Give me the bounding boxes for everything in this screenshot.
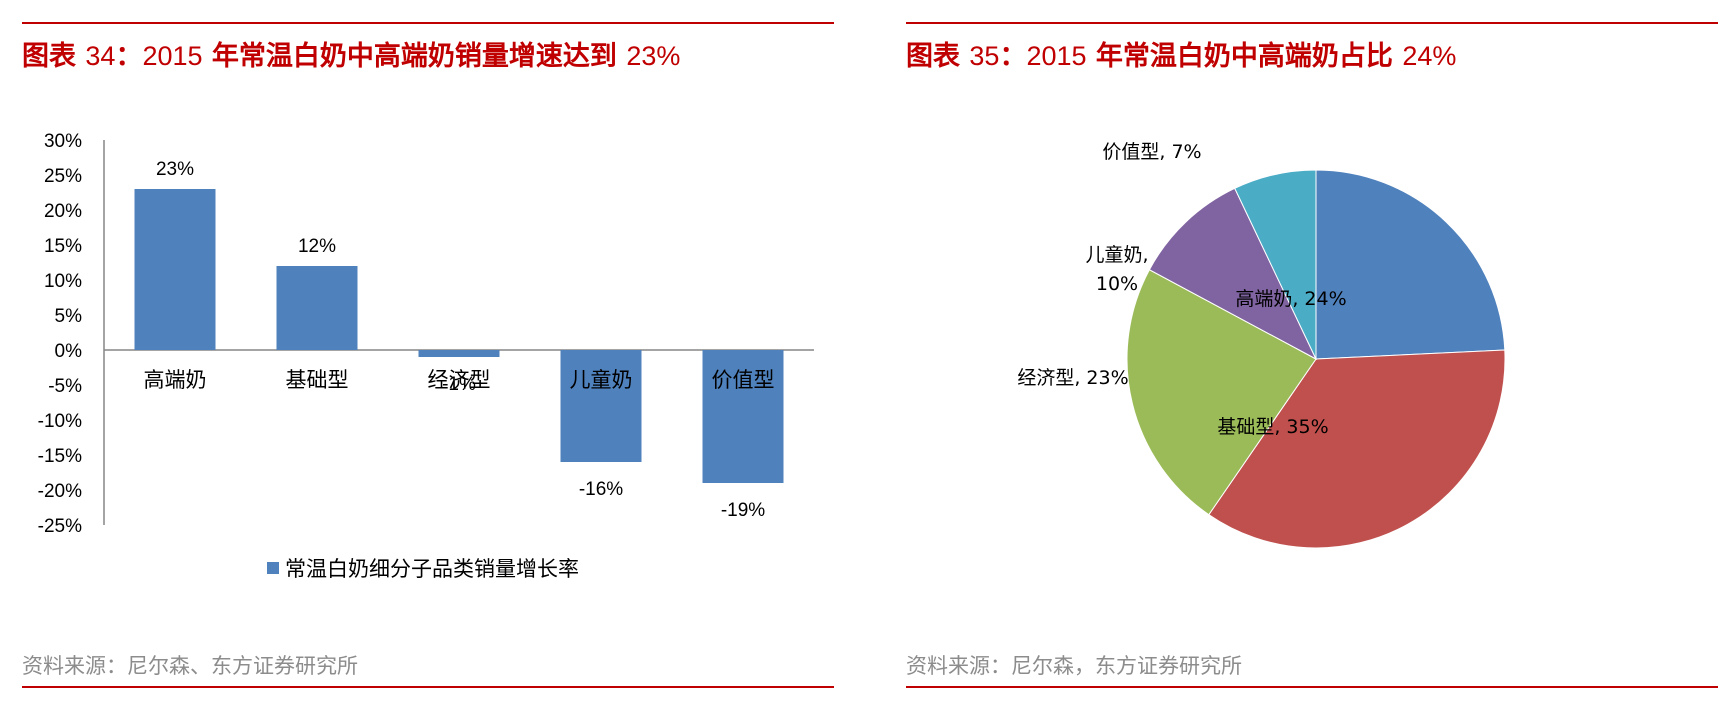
y-tick-label: 15% [44,236,82,257]
y-tick-label: -20% [38,481,82,502]
legend-label: 常温白奶细分子品类销量增长率 [285,557,579,581]
pie-slice [1126,269,1317,516]
bar-chart-title: 图表 34：2015 年常温白奶中高端奶销量增速达到 23% [22,41,681,72]
y-tick-label: 5% [55,306,83,327]
data-label: -1% [442,374,476,395]
data-label: 23% [156,159,194,180]
pie-chart: 高端奶, 24% 基础型, 35% 经济型, 23% 儿童奶, 10% 价值型,… [1017,141,1506,549]
bar [702,350,784,483]
y-tick-label: 30% [44,131,82,152]
pie-slice [1234,169,1317,360]
pie-label-economy: 经济型, 23% [1017,367,1128,389]
pie-slice [1148,187,1318,361]
legend-swatch [267,562,279,574]
top-rule [906,22,1718,24]
y-tick-label: -25% [38,516,82,537]
y-tick-label: -5% [48,376,82,397]
bar-chart: 30% 25% 20% 15% 10% 5% 0% -5% -10% -15% -20% -25% 高… [38,131,814,581]
x-category-label: 儿童奶 [570,368,633,392]
y-tick-label: 25% [44,166,82,187]
y-tick-label: 10% [44,271,82,292]
bottom-rule [22,686,834,688]
pie-label-basic: 基础型, 35% [1217,416,1328,438]
pie-label-high-end: 高端奶, 24% [1235,288,1346,310]
y-tick-label: -15% [38,446,82,467]
bar-chart-panel: 图表 34：2015 年常温白奶中高端奶销量增速达到 23% 30% 25% 20%… [22,0,834,704]
pie-slice [1315,169,1506,360]
pie-label-kids-line2: 10% [1096,273,1138,295]
pie-slice [1208,349,1506,549]
bottom-rule [906,686,1718,688]
y-tick-label: 20% [44,201,82,222]
bar [560,350,642,462]
data-label: -19% [721,500,765,521]
y-tick-label: -10% [38,411,82,432]
x-category-label: 价值型 [712,368,775,392]
x-category-label: 经济型 [428,368,491,392]
bar [134,189,216,350]
x-category-label: 高端奶 [144,368,207,392]
bar-chart-source: 资料来源：尼尔森、东方证券研究所 [22,654,358,678]
pie-label-kids-line1: 儿童奶, [1085,244,1148,266]
x-category-label: 基础型 [286,368,349,392]
data-label: 12% [298,236,336,257]
y-tick-label: 0% [55,341,83,362]
top-rule [22,22,834,24]
bar [418,350,500,357]
pie-label-value: 价值型, 7% [1102,141,1201,163]
bar [276,266,358,350]
data-label: -16% [579,479,623,500]
pie-chart-title: 图表 35：2015 年常温白奶中高端奶占比 24% [906,41,1457,72]
pie-chart-source: 资料来源：尼尔森，东方证券研究所 [906,654,1242,678]
pie-chart-panel: 图表 35：2015 年常温白奶中高端奶占比 24% 高端奶, 24% 基础型,… [906,0,1718,704]
